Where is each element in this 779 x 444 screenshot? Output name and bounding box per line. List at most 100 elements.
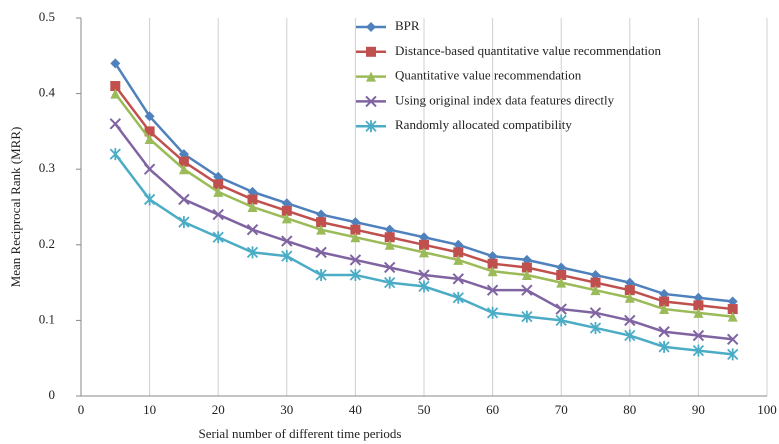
marker (693, 292, 704, 303)
legend-label: Quantitative value recommendation (395, 68, 582, 83)
marker (693, 307, 704, 318)
marker (521, 270, 532, 281)
marker (349, 254, 362, 266)
series (110, 58, 738, 307)
marker (281, 213, 292, 224)
marker (178, 193, 190, 206)
marker (419, 247, 429, 258)
marker (624, 277, 635, 288)
marker (556, 270, 567, 281)
marker (521, 310, 533, 323)
marker (726, 333, 739, 346)
marker (349, 269, 362, 282)
x-tick-label: 90 (692, 402, 705, 417)
marker (692, 344, 705, 357)
marker (384, 239, 395, 250)
marker (316, 209, 327, 220)
marker (487, 266, 498, 277)
marker (487, 251, 498, 262)
y-tick-label: 0.4 (39, 85, 56, 100)
marker (521, 262, 532, 273)
marker (110, 81, 121, 92)
y-tick-label: 0.1 (39, 311, 55, 326)
marker (521, 254, 532, 265)
marker (659, 288, 670, 299)
marker (658, 326, 670, 338)
marker (521, 284, 533, 296)
marker (366, 46, 376, 57)
marker (452, 291, 464, 304)
marker (624, 314, 636, 327)
marker (453, 247, 464, 258)
marker (693, 300, 704, 311)
marker (144, 126, 155, 137)
marker (143, 193, 156, 206)
marker (281, 250, 293, 263)
series (110, 88, 738, 322)
marker (144, 111, 155, 122)
marker (658, 340, 670, 353)
marker (350, 224, 361, 235)
marker (247, 202, 258, 212)
marker (727, 311, 738, 322)
marker (212, 231, 224, 244)
marker (178, 149, 189, 160)
series (110, 81, 738, 315)
marker (144, 133, 155, 144)
marker (350, 217, 361, 228)
x-tick-label: 10 (143, 402, 156, 417)
marker (624, 285, 635, 296)
marker (556, 262, 567, 273)
x-tick-label: 80 (623, 402, 636, 417)
marker (590, 285, 601, 296)
y-tick-label: 0.5 (39, 9, 55, 24)
x-tick-label: 0 (78, 402, 85, 417)
marker (365, 95, 377, 108)
marker (247, 186, 258, 197)
marker (419, 232, 429, 243)
marker (589, 307, 602, 319)
marker (316, 224, 327, 235)
marker (110, 88, 121, 99)
legend-label: Using original index data features direc… (395, 92, 615, 107)
x-tick-label: 50 (418, 402, 431, 417)
marker (384, 224, 395, 235)
marker (366, 22, 376, 32)
series (109, 148, 739, 361)
marker (692, 329, 705, 342)
x-tick-label: 60 (486, 402, 499, 417)
marker (109, 148, 121, 161)
marker (281, 235, 293, 247)
marker (281, 205, 292, 216)
marker (213, 171, 224, 182)
marker (419, 239, 429, 250)
marker (109, 118, 122, 130)
x-tick-label: 100 (757, 402, 777, 417)
marker (366, 71, 376, 82)
marker (418, 280, 430, 293)
marker (247, 194, 258, 205)
marker (383, 261, 396, 274)
y-tick-label: 0.3 (39, 160, 55, 175)
marker (590, 270, 601, 281)
marker (110, 58, 121, 69)
marker (316, 217, 327, 228)
x-axis-label: Serial number of different time periods (198, 426, 401, 441)
marker (727, 296, 738, 307)
marker (246, 223, 259, 236)
marker (453, 254, 464, 265)
x-tick-label: 40 (349, 402, 362, 417)
marker (315, 246, 327, 259)
marker (487, 258, 498, 269)
marker (384, 232, 395, 243)
marker (452, 273, 465, 285)
marker (143, 163, 156, 175)
y-tick-label: 0 (49, 387, 56, 402)
x-tick-label: 70 (555, 402, 568, 417)
marker (555, 314, 567, 327)
marker (659, 304, 670, 315)
marker (213, 179, 224, 190)
legend-label: Distance-based quantitative value recomm… (395, 43, 662, 58)
